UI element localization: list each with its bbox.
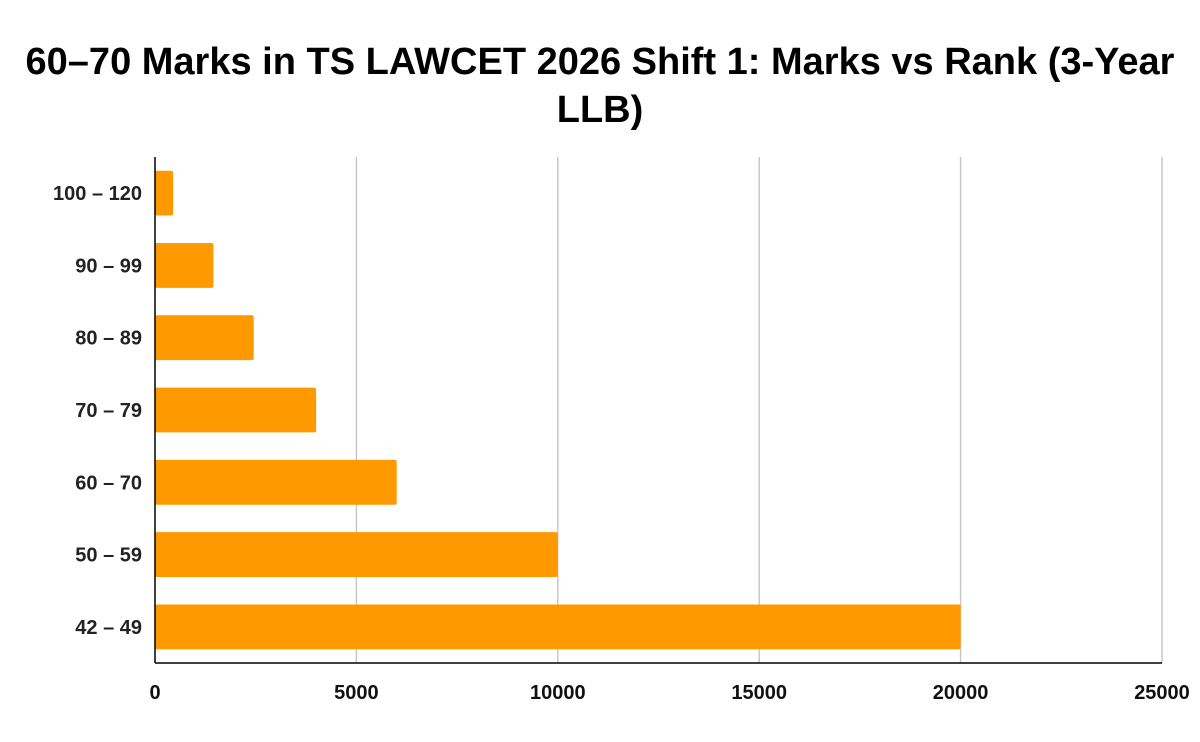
bar [155,459,397,505]
category-label: 80 – 89 [75,328,142,350]
x-tick-label: 25000 [1134,682,1190,704]
category-label: 50 – 59 [75,545,142,567]
gridlines [355,157,1163,663]
category-label: 100 – 120 [53,183,142,205]
axes [154,157,1162,664]
bar [155,604,961,650]
x-tick-label: 0 [149,682,160,704]
x-tick-label: 15000 [731,682,787,704]
x-tick-label: 20000 [933,682,989,704]
x-tick-label: 5000 [334,682,379,704]
category-label: 42 – 49 [75,617,142,639]
category-label: 70 – 79 [75,400,142,422]
x-tick-labels: 0 5000 10000 15000 20000 25000 [149,682,1189,704]
bar [155,387,317,433]
category-label: 90 – 99 [75,255,142,277]
x-tick-label: 10000 [530,682,586,704]
bar [155,243,214,288]
category-label: 60 – 70 [75,472,142,494]
category-labels: 100 – 120 90 – 99 80 – 89 70 – 79 60 – 70 50 … [53,183,142,639]
chart-title: 60–70 Marks in TS LAWCET 2026 Shift 1: M… [25,41,1175,131]
bar [155,532,558,577]
bars [155,170,961,650]
bar [155,170,174,216]
bar [155,315,254,361]
